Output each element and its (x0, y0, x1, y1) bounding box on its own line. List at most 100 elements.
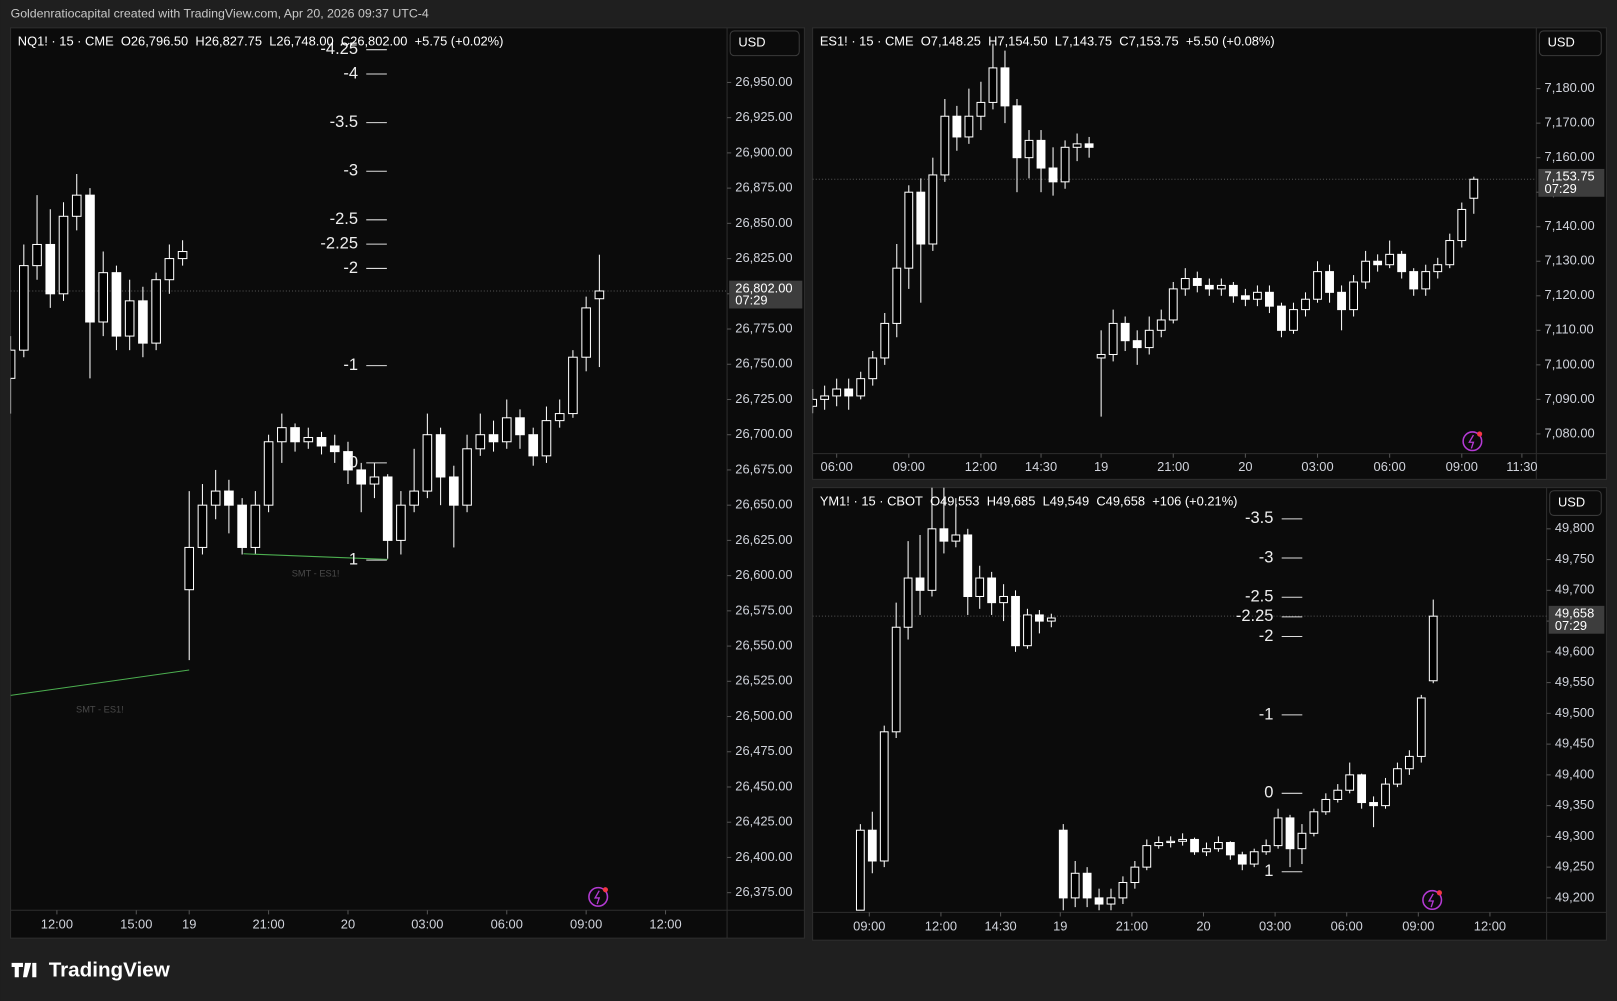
candle-body (1469, 178, 1479, 199)
countdown: 07:29 (1545, 181, 1577, 196)
y-tick-label: 26,850.00 (735, 215, 792, 230)
fib-label: 1 (1264, 862, 1273, 880)
smt-label: SMT - ES1! (76, 704, 124, 714)
candle-body (1214, 842, 1223, 850)
y-tick-label: 26,875.00 (735, 180, 792, 195)
candle-body (1024, 139, 1034, 159)
candle-body (892, 267, 902, 324)
candle-body (1240, 295, 1250, 300)
countdown: 07:29 (735, 293, 767, 308)
currency-button (1549, 490, 1602, 516)
price-tag-box (1538, 168, 1605, 197)
candle-body (111, 272, 122, 337)
currency-label[interactable]: USD (1548, 35, 1575, 50)
candle-body (1273, 817, 1283, 847)
candle-body (1154, 842, 1164, 847)
y-tick-label: 49,600 (1555, 643, 1594, 658)
y-tick-label: 49,450 (1555, 736, 1594, 751)
candle-body (964, 115, 974, 138)
ohlc-legend: +5.75 (+0.02%) (415, 34, 504, 49)
candle-body (1048, 167, 1058, 183)
candle-body (856, 378, 866, 397)
panels: SMT - ES1!SMT - ES1!-4.25-4-3.5-3-2.5-2.… (10, 27, 1607, 941)
fib-label: -2.5 (330, 210, 358, 228)
candle-body (1333, 789, 1343, 800)
currency-button (1538, 30, 1602, 57)
candle-body (1156, 319, 1166, 331)
candle-body (1168, 288, 1178, 321)
countdown: 07:29 (1555, 618, 1587, 633)
candle-body (1381, 783, 1390, 807)
smt-label: SMT - ES1! (292, 568, 340, 578)
candle-body (1144, 329, 1154, 349)
ohlc-legend: L49,549 (1043, 493, 1090, 508)
candle-body (435, 434, 446, 478)
candle-body (594, 290, 605, 300)
y-tick-label: 26,650.00 (735, 497, 792, 512)
fib-label: -2 (1259, 627, 1274, 645)
candle-body (1277, 305, 1286, 331)
candle-body (19, 265, 29, 351)
candle-body (369, 476, 380, 485)
candle-body (58, 215, 69, 295)
candle-body (1433, 264, 1443, 273)
candle-body (939, 528, 949, 542)
candle-body (1361, 260, 1371, 283)
fib-label: -3 (343, 162, 358, 180)
candle-body (541, 420, 552, 457)
candle-body (1132, 340, 1142, 349)
candle-body (812, 398, 818, 407)
candle-body (449, 476, 459, 506)
y-tick-label: 26,700.00 (735, 426, 792, 441)
y-tick-label: 26,575.00 (735, 602, 792, 617)
candle-body (98, 272, 109, 323)
candle-body (1012, 105, 1022, 159)
x-tick-label: 14:30 (984, 919, 1016, 934)
candle-body (1023, 614, 1032, 647)
panel-background (812, 487, 1607, 941)
y-tick-label: 7,180.00 (1545, 80, 1595, 95)
y-tick-label: 26,725.00 (735, 391, 792, 406)
candle-body (988, 67, 998, 103)
candle-body (1011, 595, 1020, 647)
candle-body (1321, 798, 1331, 813)
y-tick-label: 7,090.00 (1545, 391, 1595, 406)
x-tick-label: 12:00 (925, 919, 957, 934)
ohlc-legend: L26,748.00 (269, 34, 333, 49)
fib-label: 1 (349, 550, 358, 568)
symbol-title: ES1! · 15 · CME (820, 34, 914, 49)
y-tick-label: 26,400.00 (735, 849, 792, 864)
ohlc-legend: C49,658 (1096, 493, 1145, 508)
candle-body (1058, 829, 1068, 899)
candle-body (1409, 271, 1419, 290)
candle-body (915, 577, 925, 591)
candle-body (952, 115, 962, 138)
candle-body (868, 357, 878, 380)
candle-body (151, 279, 161, 344)
candle-body (1142, 845, 1152, 868)
smt-line (243, 553, 388, 560)
y-tick-label: 26,550.00 (735, 637, 792, 652)
candle-body (488, 434, 499, 443)
candle-body (568, 356, 578, 415)
candle-body (501, 417, 512, 443)
candle-body (987, 577, 997, 604)
y-tick-label: 49,750 (1555, 551, 1594, 566)
candle-body (1261, 845, 1271, 853)
currency-label[interactable]: USD (738, 35, 765, 50)
fib-label: 0 (349, 453, 358, 471)
candle-body (963, 534, 973, 598)
y-tick-label: 49,700 (1555, 582, 1594, 597)
y-tick-label: 26,500.00 (735, 708, 792, 723)
candle-body (867, 829, 877, 862)
x-tick-label: 09:00 (1402, 919, 1434, 934)
ohlc-legend: +106 (+0.21%) (1152, 493, 1237, 508)
currency-label[interactable]: USD (1558, 494, 1585, 509)
candle-body (1166, 840, 1176, 844)
candle-body (1369, 802, 1378, 807)
price-tag-box (1548, 605, 1605, 634)
candle-body (1106, 897, 1116, 905)
ohlc-legend: O49,553 (930, 493, 979, 508)
